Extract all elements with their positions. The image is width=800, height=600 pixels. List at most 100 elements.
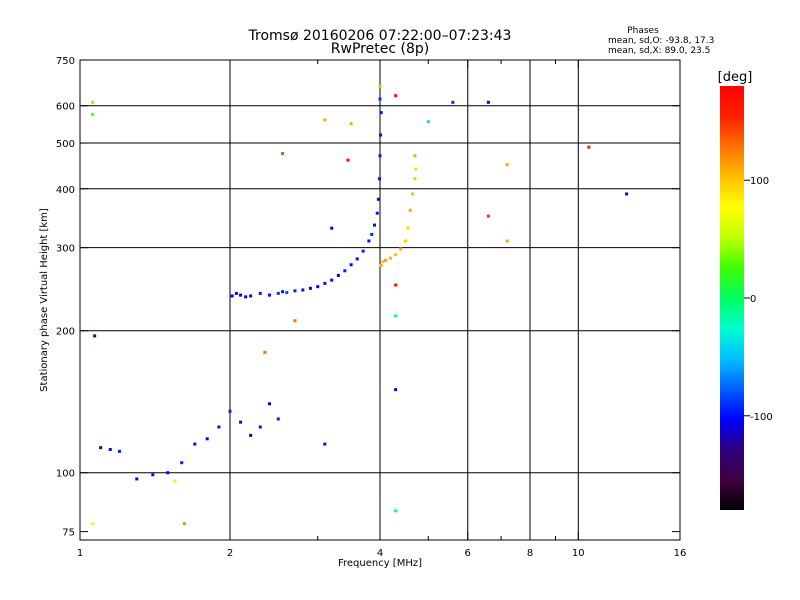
echo-point bbox=[258, 425, 262, 429]
y-tick-label: 75 bbox=[62, 528, 75, 539]
echo-point bbox=[394, 388, 398, 392]
echo-point bbox=[108, 447, 112, 451]
echo-point bbox=[135, 477, 139, 481]
echo-point bbox=[346, 158, 350, 162]
echo-point bbox=[293, 289, 297, 293]
echo-point bbox=[451, 100, 455, 104]
echo-point bbox=[91, 100, 95, 104]
colorbar bbox=[720, 86, 744, 510]
echo-point bbox=[389, 256, 393, 260]
y-axis-ticks: 75 100 200 300 400 500 600 750 bbox=[56, 56, 680, 539]
echo-point bbox=[239, 420, 243, 424]
x-tick-label: 4 bbox=[377, 548, 383, 559]
x-tick-label: 16 bbox=[674, 548, 687, 559]
echo-point bbox=[383, 258, 387, 262]
x-tick-label: 10 bbox=[572, 548, 585, 559]
echo-point bbox=[267, 293, 271, 297]
echo-point bbox=[375, 211, 379, 215]
echo-point bbox=[244, 295, 248, 299]
echo-point bbox=[308, 286, 312, 290]
echo-point bbox=[399, 247, 403, 251]
x-tick-label: 1 bbox=[77, 548, 83, 559]
echo-point bbox=[230, 294, 234, 298]
echo-point bbox=[625, 192, 629, 196]
echo-point bbox=[330, 226, 334, 230]
echo-point bbox=[316, 285, 320, 289]
echo-point bbox=[505, 163, 509, 167]
colorbar-tick-label: -100 bbox=[750, 412, 773, 423]
echo-point bbox=[370, 232, 374, 236]
colorbar-label: [deg] bbox=[718, 70, 753, 85]
stats-header: Phases bbox=[627, 26, 659, 36]
echo-point bbox=[217, 425, 221, 429]
colorbar-tick-label: 0 bbox=[750, 294, 756, 305]
stats-mean-o: mean, sd,O: -93.8, 17.3 bbox=[608, 36, 714, 46]
echo-point bbox=[349, 122, 353, 126]
echo-point bbox=[394, 253, 398, 257]
echo-point bbox=[413, 154, 417, 158]
echo-point bbox=[228, 409, 232, 413]
echo-point bbox=[394, 314, 398, 318]
echo-point bbox=[378, 84, 382, 88]
echo-point bbox=[379, 111, 383, 115]
chart-subtitle: RwPretec (8p) bbox=[331, 41, 429, 57]
chart-title: Tromsø 20160206 07:22:00–07:23:43 bbox=[248, 28, 512, 44]
y-axis-label: Stationary phase Virtual Height [km] bbox=[39, 208, 50, 392]
y-tick-label: 100 bbox=[56, 469, 75, 480]
echo-point bbox=[323, 281, 327, 285]
echo-point bbox=[394, 283, 398, 287]
echo-point bbox=[408, 208, 412, 212]
echo-point bbox=[361, 249, 365, 253]
data-points bbox=[91, 84, 629, 526]
y-tick-label: 500 bbox=[56, 139, 75, 150]
echo-point bbox=[205, 437, 209, 441]
x-axis-ticks: 1 2 4 6 8 10 16 bbox=[77, 60, 687, 559]
echo-point bbox=[377, 177, 381, 181]
echo-point bbox=[378, 97, 382, 101]
echo-point bbox=[379, 133, 383, 137]
echo-point bbox=[182, 522, 186, 526]
echo-point bbox=[249, 433, 253, 437]
echo-point bbox=[426, 120, 430, 124]
echo-point bbox=[258, 291, 262, 295]
x-axis-label: Frequency [MHz] bbox=[338, 558, 422, 569]
echo-point bbox=[263, 350, 267, 354]
echo-point bbox=[151, 473, 155, 477]
echo-point bbox=[249, 294, 253, 298]
x-tick-label: 6 bbox=[465, 548, 471, 559]
stats-mean-x: mean, sd,X: 89.0, 23.5 bbox=[608, 46, 710, 56]
echo-point bbox=[91, 522, 95, 526]
echo-point bbox=[587, 145, 591, 149]
echo-point bbox=[293, 319, 297, 323]
echo-point bbox=[180, 461, 184, 465]
echo-point bbox=[93, 334, 97, 338]
echo-point bbox=[373, 223, 377, 227]
echo-point bbox=[355, 257, 359, 261]
y-tick-label: 200 bbox=[56, 327, 75, 338]
echo-point bbox=[413, 177, 417, 181]
x-tick-label: 2 bbox=[227, 548, 233, 559]
echo-point bbox=[379, 264, 383, 268]
echo-point bbox=[486, 214, 490, 218]
echo-point bbox=[367, 239, 371, 243]
echo-point bbox=[336, 273, 340, 277]
y-tick-label: 750 bbox=[56, 56, 75, 67]
echo-point bbox=[394, 94, 398, 98]
x-tick-label: 8 bbox=[527, 548, 533, 559]
echo-point bbox=[414, 167, 418, 171]
echo-point bbox=[234, 291, 238, 295]
echo-point bbox=[343, 269, 347, 273]
echo-point bbox=[276, 291, 280, 295]
echo-point bbox=[285, 291, 289, 295]
colorbar-ticks: 100 0 -100 bbox=[744, 176, 773, 423]
y-tick-label: 600 bbox=[56, 102, 75, 113]
echo-point bbox=[281, 152, 285, 156]
echo-point bbox=[239, 293, 243, 297]
echo-point bbox=[99, 446, 103, 450]
grid bbox=[80, 60, 680, 540]
echo-point bbox=[505, 239, 509, 243]
echo-point bbox=[301, 288, 305, 292]
echo-point bbox=[381, 260, 385, 264]
echo-point bbox=[91, 112, 95, 116]
echo-point bbox=[281, 290, 285, 294]
